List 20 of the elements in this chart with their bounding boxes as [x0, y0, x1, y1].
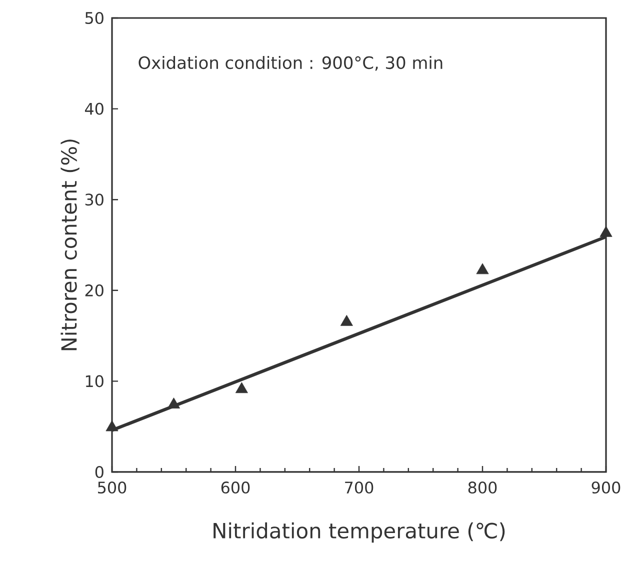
y-tick-label: 0: [95, 466, 104, 478]
x-tick-label: 700: [345, 482, 374, 494]
y-tick-label: 40: [84, 102, 104, 115]
point: [340, 314, 353, 326]
y-tick-label: 30: [85, 194, 104, 206]
y-tick-label: 10: [86, 375, 104, 388]
x-tick-label: 900: [592, 482, 620, 494]
x-tick-label: 800: [468, 482, 497, 494]
x-axis-title: Nitridation temperature (℃): [214, 522, 505, 543]
y-tick-label: 50: [85, 12, 104, 24]
point: [476, 263, 489, 274]
point: [106, 420, 118, 432]
point: [235, 382, 248, 394]
x-tick-label: 500: [98, 482, 126, 494]
annotation: Oxidation condition : 900°C, 30 min: [138, 56, 442, 71]
y-axis-title: Nitroren content (%): [60, 140, 80, 350]
point: [600, 226, 612, 237]
x-tick-label: 600: [221, 482, 250, 494]
point: [167, 398, 180, 408]
y-tick-label: 20: [85, 284, 104, 296]
